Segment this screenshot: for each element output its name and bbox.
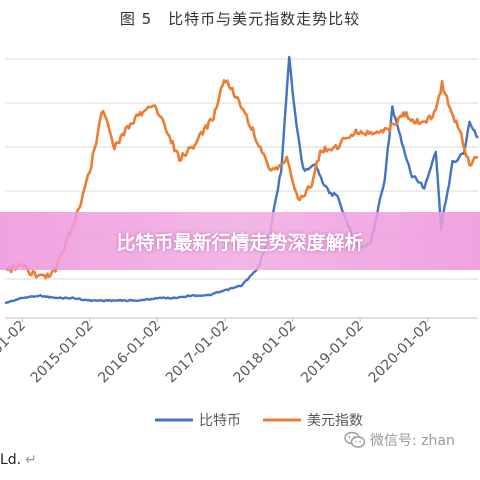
footer-line: Ld. ↵ xyxy=(0,452,37,468)
legend-label: 美元指数 xyxy=(307,413,363,429)
x-tick-label: 2015-01-02 xyxy=(28,318,97,387)
legend: 比特币 美元指数 xyxy=(155,413,363,429)
wechat-icon xyxy=(344,431,366,449)
plot-area xyxy=(4,55,479,304)
overlay-banner: 比特币最新行情走势深度解析 xyxy=(0,212,480,270)
series-line-btc xyxy=(4,55,479,304)
banner-title: 比特币最新行情走势深度解析 xyxy=(116,231,364,254)
x-tick-label: 2019-01-02 xyxy=(298,318,367,387)
x-tick-label: 2020-01-02 xyxy=(366,318,435,387)
series-line-dxy xyxy=(4,78,479,280)
x-tick-label: 2014-01-02 xyxy=(0,318,29,387)
legend-label: 比特币 xyxy=(199,413,241,429)
chart-title: 图 5 比特币与美元指数走势比较 xyxy=(119,10,361,28)
footer-text: Ld. xyxy=(0,452,22,468)
x-tick-label: 2016-01-02 xyxy=(95,318,164,387)
watermark-text: 微信号: zhan xyxy=(370,433,455,449)
x-tick-label: 2017-01-02 xyxy=(163,318,232,387)
return-mark: ↵ xyxy=(25,452,37,468)
watermark: 微信号: zhan xyxy=(344,430,455,450)
x-axis-ticks: 2014-01-022015-01-022016-01-022017-01-02… xyxy=(0,318,434,387)
gridlines xyxy=(5,58,478,319)
x-tick-label: 2018-01-02 xyxy=(231,318,300,387)
